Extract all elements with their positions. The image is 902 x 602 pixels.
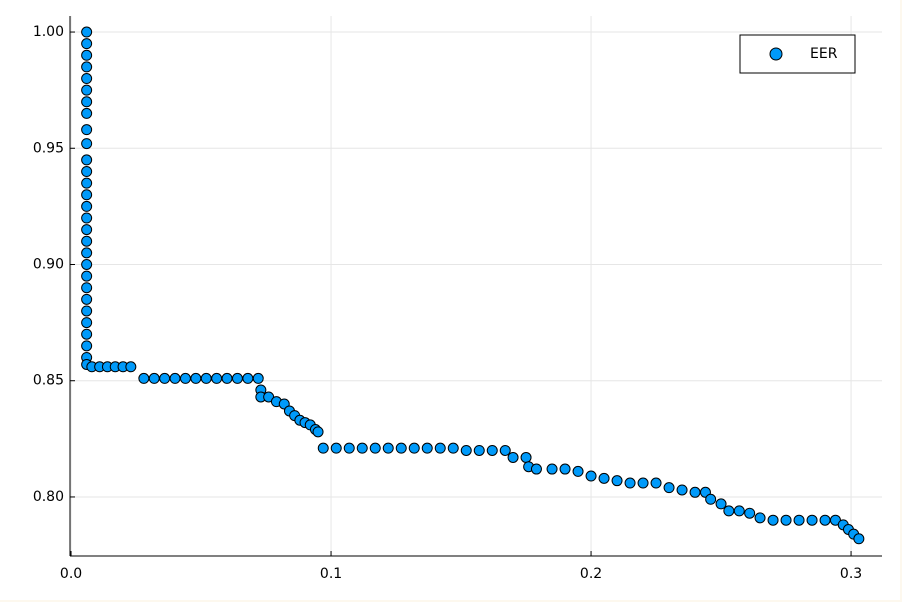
- point: [169, 372, 181, 384]
- point: [754, 512, 766, 524]
- y-tick-label: 0.85: [33, 373, 64, 389]
- point: [819, 514, 831, 526]
- point: [520, 451, 532, 463]
- point: [780, 514, 792, 526]
- point: [559, 463, 571, 475]
- point: [312, 426, 324, 438]
- point: [81, 317, 93, 329]
- point: [81, 107, 93, 119]
- point: [81, 247, 93, 259]
- point: [81, 212, 93, 224]
- point: [81, 282, 93, 294]
- point: [598, 472, 610, 484]
- point: [382, 442, 394, 454]
- point: [81, 328, 93, 340]
- point: [434, 442, 446, 454]
- point: [793, 514, 805, 526]
- point: [81, 96, 93, 108]
- point: [190, 372, 202, 384]
- point: [330, 442, 342, 454]
- point: [81, 26, 93, 38]
- point: [81, 224, 93, 236]
- point: [81, 166, 93, 178]
- point: [663, 482, 675, 494]
- point: [343, 442, 355, 454]
- point: [81, 49, 93, 61]
- point: [507, 451, 519, 463]
- point: [637, 477, 649, 489]
- point: [81, 38, 93, 50]
- point: [421, 442, 433, 454]
- x-tick-label: 0.1: [320, 566, 342, 582]
- x-tick-label: 0.3: [840, 566, 862, 582]
- point: [200, 372, 212, 384]
- point: [125, 361, 137, 373]
- point: [81, 258, 93, 270]
- point: [179, 372, 191, 384]
- point: [81, 340, 93, 352]
- point: [138, 372, 150, 384]
- x-tick-label: 0.0: [60, 566, 82, 582]
- point: [81, 305, 93, 317]
- point: [81, 84, 93, 96]
- point: [395, 442, 407, 454]
- legend-label: EER: [810, 46, 838, 62]
- point: [486, 444, 498, 456]
- point: [767, 514, 779, 526]
- point: [81, 177, 93, 189]
- point: [460, 444, 472, 456]
- point: [81, 270, 93, 282]
- point: [159, 372, 171, 384]
- point: [624, 477, 636, 489]
- point: [252, 372, 264, 384]
- point: [81, 293, 93, 305]
- point: [650, 477, 662, 489]
- point: [733, 505, 745, 517]
- point: [853, 533, 865, 545]
- point: [81, 189, 93, 201]
- point: [611, 475, 623, 487]
- point: [369, 442, 381, 454]
- point: [546, 463, 558, 475]
- point: [81, 73, 93, 85]
- point: [689, 486, 701, 498]
- point: [317, 442, 329, 454]
- point: [81, 235, 93, 247]
- point: [473, 444, 485, 456]
- point: [221, 372, 233, 384]
- point: [723, 505, 735, 517]
- legend-marker: [769, 47, 783, 61]
- point: [705, 493, 717, 505]
- y-tick-label: 0.80: [33, 489, 64, 505]
- point: [211, 372, 223, 384]
- y-tick-label: 1.00: [33, 24, 64, 40]
- point: [81, 138, 93, 150]
- point: [81, 200, 93, 212]
- point: [499, 444, 511, 456]
- point: [585, 470, 597, 482]
- point: [231, 372, 243, 384]
- point: [572, 465, 584, 477]
- point: [81, 154, 93, 166]
- point: [81, 124, 93, 136]
- point: [356, 442, 368, 454]
- x-tick-label: 0.2: [580, 566, 602, 582]
- point: [81, 61, 93, 73]
- point: [715, 498, 727, 510]
- point: [806, 514, 818, 526]
- point: [530, 463, 542, 475]
- point: [447, 442, 459, 454]
- point: [408, 442, 420, 454]
- y-tick-label: 0.90: [33, 256, 64, 272]
- point: [242, 372, 254, 384]
- legend-box: [739, 34, 856, 74]
- y-tick-label: 0.95: [33, 140, 64, 156]
- point: [148, 372, 160, 384]
- point: [744, 507, 756, 519]
- point: [676, 484, 688, 496]
